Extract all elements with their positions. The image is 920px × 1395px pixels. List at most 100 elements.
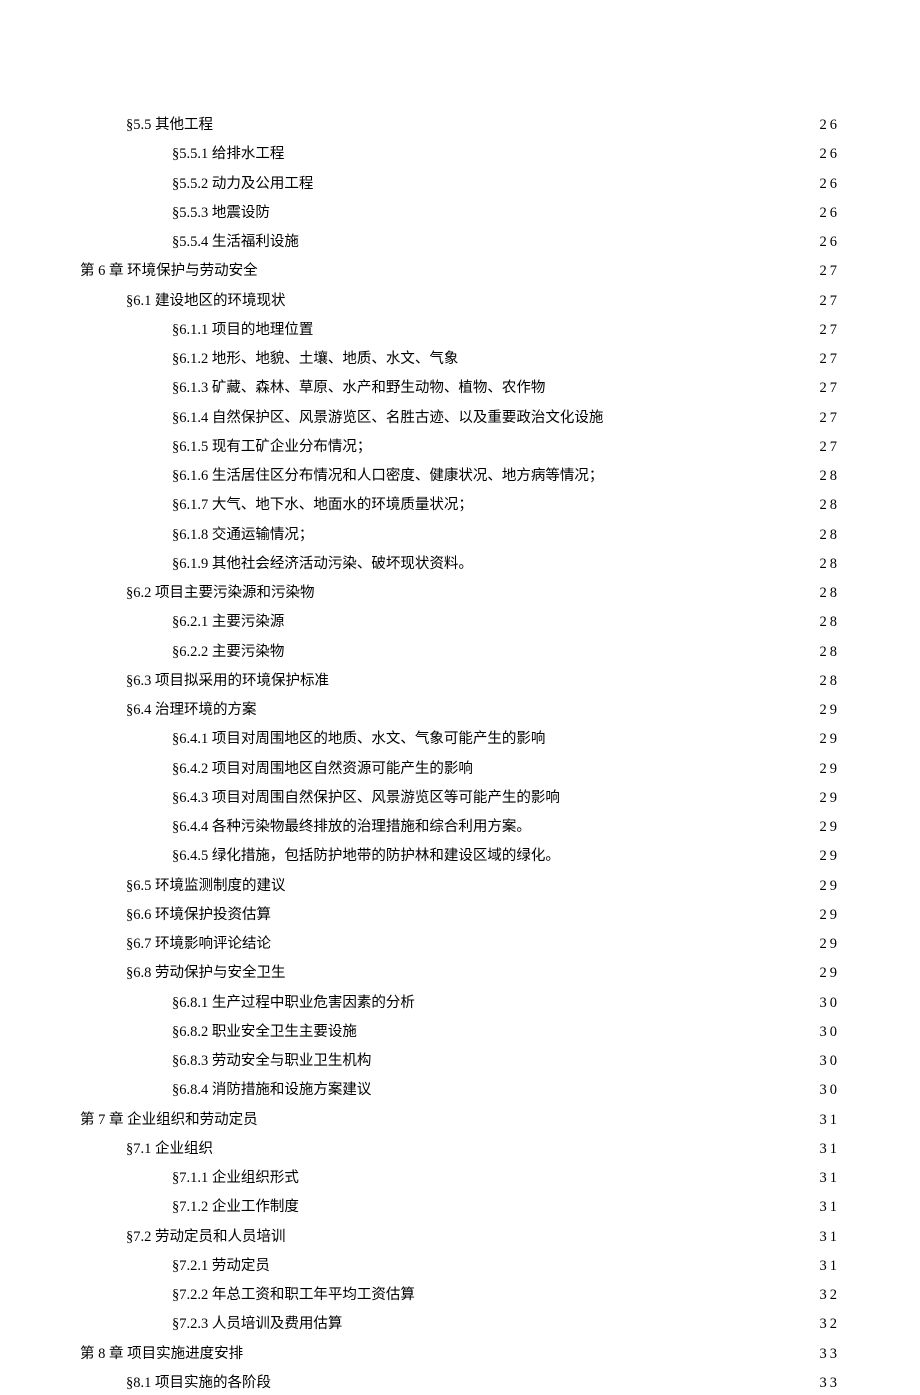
toc-entry: §6.4.5 绿化措施，包括防护地带的防护林和建设区域的绿化。 29: [80, 846, 840, 868]
toc-page-number: 27: [818, 261, 841, 283]
toc-page-number: 27: [818, 320, 841, 342]
toc-entry: §7.1 企业组织 31: [80, 1139, 840, 1161]
toc-label: §6.5 环境监测制度的建议: [126, 876, 286, 898]
toc-entry: §6.1.4 自然保护区、风景游览区、名胜古迹、以及重要政治文化设施 27: [80, 408, 840, 430]
toc-page-number: 31: [818, 1197, 841, 1219]
toc-page-number: 31: [818, 1227, 841, 1249]
toc-label: §6.1.5 现有工矿企业分布情况；: [172, 437, 371, 459]
toc-label: §7.2.2 年总工资和职工年平均工资估算: [172, 1285, 415, 1307]
toc-label: §6.4 治理环境的方案: [126, 700, 257, 722]
toc-entry: §6.8.3 劳动安全与职业卫生机构30: [80, 1051, 840, 1073]
toc-page-number: 29: [818, 729, 841, 751]
toc-entry: 第 8 章 项目实施进度安排 33: [80, 1344, 840, 1366]
toc-label: §6.1.4 自然保护区、风景游览区、名胜古迹、以及重要政治文化设施: [172, 408, 603, 430]
toc-page-number: 28: [818, 671, 841, 693]
toc-page-number: 27: [818, 437, 841, 459]
toc-label: §6.4.5 绿化措施，包括防护地带的防护林和建设区域的绿化。: [172, 846, 560, 868]
toc-entry: §6.6 环境保护投资估算 29: [80, 905, 840, 927]
toc-page-number: 30: [818, 1051, 841, 1073]
toc-entry: §6.8 劳动保护与安全卫生29: [80, 963, 840, 985]
toc-label: §6.8.2 职业安全卫生主要设施: [172, 1022, 357, 1044]
toc-entry: §7.1.2 企业工作制度31: [80, 1197, 840, 1219]
toc-page-number: 26: [818, 203, 841, 225]
toc-label: §6.1.7 大气、地下水、地面水的环境质量状况；: [172, 495, 473, 517]
toc-page-number: 31: [818, 1168, 841, 1190]
toc-label: §6.4.1 项目对周围地区的地质、水文、气象可能产生的影响: [172, 729, 545, 751]
toc-page-number: 30: [818, 1022, 841, 1044]
toc-label: §6.8.1 生产过程中职业危害因素的分析: [172, 993, 415, 1015]
toc-page-number: 33: [818, 1373, 841, 1395]
toc-label: §6.1.3 矿藏、森林、草原、水产和野生动物、植物、农作物: [172, 378, 545, 400]
toc-page-number: 28: [818, 612, 841, 634]
toc-page-number: 29: [818, 700, 841, 722]
toc-label: §7.2.3 人员培训及费用估算: [172, 1314, 342, 1336]
toc-page-number: 27: [818, 378, 841, 400]
toc-entry: §6.2.1 主要污染源 28: [80, 612, 840, 634]
toc-page-number: 33: [818, 1344, 841, 1366]
toc-entry: §7.2.3 人员培训及费用估算 32: [80, 1314, 840, 1336]
toc-label: §5.5.1 给排水工程: [172, 144, 284, 166]
toc-page-number: 29: [818, 817, 841, 839]
toc-entry: §6.7 环境影响评论结论29: [80, 934, 840, 956]
toc-label: 第 6 章 环境保护与劳动安全: [80, 261, 258, 283]
toc-page-number: 28: [818, 583, 841, 605]
toc-label: §5.5 其他工程: [126, 115, 213, 137]
toc-entry: §6.4.4 各种污染物最终排放的治理措施和综合利用方案。 29: [80, 817, 840, 839]
toc-label: §7.1.1 企业组织形式: [172, 1168, 299, 1190]
toc-entry: 第 6 章 环境保护与劳动安全 27: [80, 261, 840, 283]
toc-label: 第 7 章 企业组织和劳动定员: [80, 1110, 258, 1132]
toc-label: 第 8 章 项目实施进度安排: [80, 1344, 243, 1366]
toc-label: §6.1.9 其他社会经济活动污染、破坏现状资料。: [172, 554, 473, 576]
toc-page-number: 28: [818, 495, 841, 517]
toc-entry: §6.1 建设地区的环境现状 27: [80, 291, 840, 313]
toc-page-number: 28: [818, 466, 841, 488]
toc-page-number: 28: [818, 642, 841, 664]
toc-label: §6.4.3 项目对周围自然保护区、风景游览区等可能产生的影响: [172, 788, 560, 810]
toc-label: §6.4.2 项目对周围地区自然资源可能产生的影响: [172, 759, 473, 781]
toc-entry: §6.4 治理环境的方案 29: [80, 700, 840, 722]
toc-page-number: 29: [818, 846, 841, 868]
toc-page-number: 30: [818, 993, 841, 1015]
toc-page-number: 31: [818, 1110, 841, 1132]
toc-page-number: 30: [818, 1080, 841, 1102]
toc-page-number: 29: [818, 905, 841, 927]
toc-page-number: 27: [818, 291, 841, 313]
toc-entry: §5.5.2 动力及公用工程26: [80, 174, 840, 196]
toc-label: §6.2.2 主要污染物: [172, 642, 284, 664]
toc-entry: §5.5.4 生活福利设施26: [80, 232, 840, 254]
toc-page-number: 29: [818, 963, 841, 985]
toc-entry: §6.1.5 现有工矿企业分布情况； 27: [80, 437, 840, 459]
toc-entry: §6.2.2 主要污染物 28: [80, 642, 840, 664]
toc-entry: §7.2 劳动定员和人员培训 31: [80, 1227, 840, 1249]
toc-label: §6.4.4 各种污染物最终排放的治理措施和综合利用方案。: [172, 817, 531, 839]
toc-entry: §6.4.3 项目对周围自然保护区、风景游览区等可能产生的影响 29: [80, 788, 840, 810]
toc-entry: §6.2 项目主要污染源和污染物28: [80, 583, 840, 605]
toc-page-number: 31: [818, 1139, 841, 1161]
toc-entry: §6.1.3 矿藏、森林、草原、水产和野生动物、植物、农作物 27: [80, 378, 840, 400]
toc-label: §6.2.1 主要污染源: [172, 612, 284, 634]
toc-page-number: 32: [818, 1314, 841, 1336]
toc-label: §6.1.1 项目的地理位置: [172, 320, 313, 342]
toc-entry: §6.1.2 地形、地貌、土壤、地质、水文、气象 27: [80, 349, 840, 371]
toc-entry: §5.5.3 地震设防26: [80, 203, 840, 225]
toc-label: §6.1 建设地区的环境现状: [126, 291, 286, 313]
toc-entry: §6.1.7 大气、地下水、地面水的环境质量状况； 28: [80, 495, 840, 517]
toc-label: §6.3 项目拟采用的环境保护标准: [126, 671, 329, 693]
toc-page-number: 26: [818, 232, 841, 254]
toc-entry: §6.1.8 交通运输情况；28: [80, 525, 840, 547]
toc-entry: §6.5 环境监测制度的建议29: [80, 876, 840, 898]
toc-page-number: 27: [818, 349, 841, 371]
toc-page-number: 26: [818, 115, 841, 137]
toc-page-number: 29: [818, 759, 841, 781]
toc-label: §7.1 企业组织: [126, 1139, 213, 1161]
toc-entry: §7.2.1 劳动定员31: [80, 1256, 840, 1278]
toc-entry: §6.4.2 项目对周围地区自然资源可能产生的影响 29: [80, 759, 840, 781]
toc-label: §8.1 项目实施的各阶段: [126, 1373, 271, 1395]
toc-label: §6.1.2 地形、地貌、土壤、地质、水文、气象: [172, 349, 458, 371]
toc-label: §6.6 环境保护投资估算: [126, 905, 271, 927]
toc-label: §7.2 劳动定员和人员培训: [126, 1227, 286, 1249]
toc-page-number: 27: [818, 408, 841, 430]
toc-entry: §5.5 其他工程 26: [80, 115, 840, 137]
toc-label: §5.5.2 动力及公用工程: [172, 174, 313, 196]
toc-page-number: 29: [818, 788, 841, 810]
